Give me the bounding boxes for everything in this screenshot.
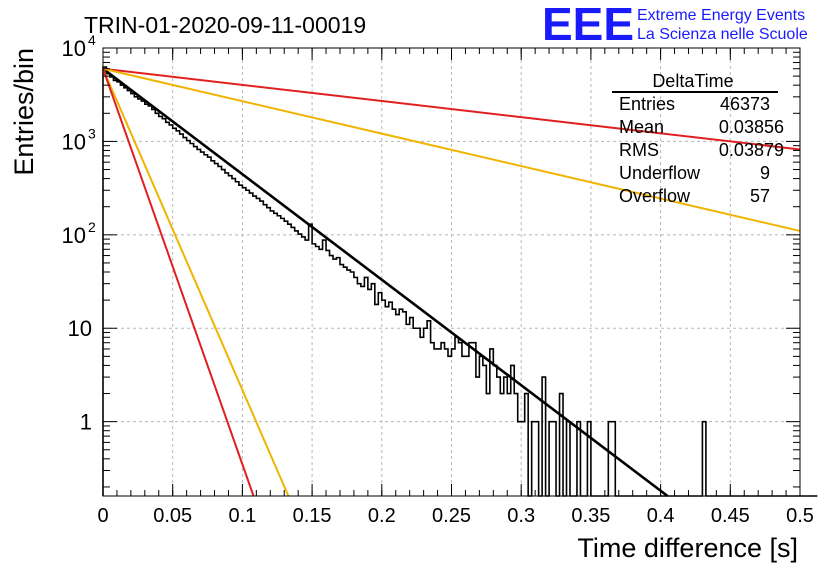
logo-subtitle-line2: La Scienza nelle Scuole (637, 26, 808, 43)
stats-rms-label: RMS (619, 140, 659, 160)
fit-line-1 (102, 67, 801, 151)
x-tick-label: 0 (97, 505, 108, 527)
stats-box: DeltaTime Entries 46373 Mean 0.03856 RMS… (612, 71, 784, 206)
y-tick-label: 10 (62, 36, 86, 61)
fit-line-4 (102, 68, 255, 497)
fit-lines (102, 67, 801, 498)
stats-overflow-value: 57 (750, 186, 770, 206)
y-tick-exponent: 3 (88, 125, 96, 141)
x-tick-label: 0.3 (507, 505, 535, 527)
x-tick-label: 0.25 (432, 505, 471, 527)
fit-line-0 (102, 67, 669, 498)
eee-logo: EEE Extreme Energy Events La Scienza nel… (542, 0, 808, 50)
x-tick-label: 0.35 (571, 505, 610, 527)
grid-lines (103, 48, 800, 496)
y-tick-label: 10 (62, 129, 86, 154)
stats-underflow-label: Underflow (619, 163, 701, 183)
stats-overflow-label: Overflow (619, 186, 691, 206)
x-axis-label: Time difference [s] (577, 533, 798, 563)
y-tick-exponent: 4 (88, 32, 96, 48)
x-tick-label: 0.15 (293, 505, 332, 527)
stats-entries-label: Entries (619, 94, 675, 114)
fit-line-2 (102, 67, 801, 232)
stats-entries-value: 46373 (720, 94, 770, 114)
logo-subtitle-line1: Extreme Energy Events (637, 7, 805, 24)
x-tick-label: 0.4 (647, 505, 675, 527)
y-tick-label: 10 (62, 223, 86, 248)
y-axis-label: Entries/bin (9, 48, 39, 176)
y-tick-label: 10 (68, 316, 92, 341)
stats-mean-value: 0.03856 (719, 117, 784, 137)
fit-line-3 (102, 68, 290, 497)
x-tick-label: 0.45 (711, 505, 750, 527)
x-tick-label: 0.2 (368, 505, 396, 527)
x-tick-label: 0.1 (228, 505, 256, 527)
eee-logo-text: EEE (542, 0, 634, 50)
x-tick-label: 0.5 (786, 505, 814, 527)
stats-underflow-value: 9 (760, 163, 770, 183)
run-title: TRIN-01-2020-09-11-00019 (84, 12, 366, 38)
stats-rms-value: 0.03879 (719, 140, 784, 160)
stats-title: DeltaTime (652, 71, 733, 91)
x-tick-label: 0.05 (153, 505, 192, 527)
y-tick-exponent: 2 (88, 219, 96, 235)
stats-mean-label: Mean (619, 117, 664, 137)
y-tick-label: 1 (80, 410, 92, 435)
x-axis: 0 0.05 0.1 0.15 0.2 0.25 0.3 0.35 0.4 0.45 0.5 (97, 48, 814, 527)
